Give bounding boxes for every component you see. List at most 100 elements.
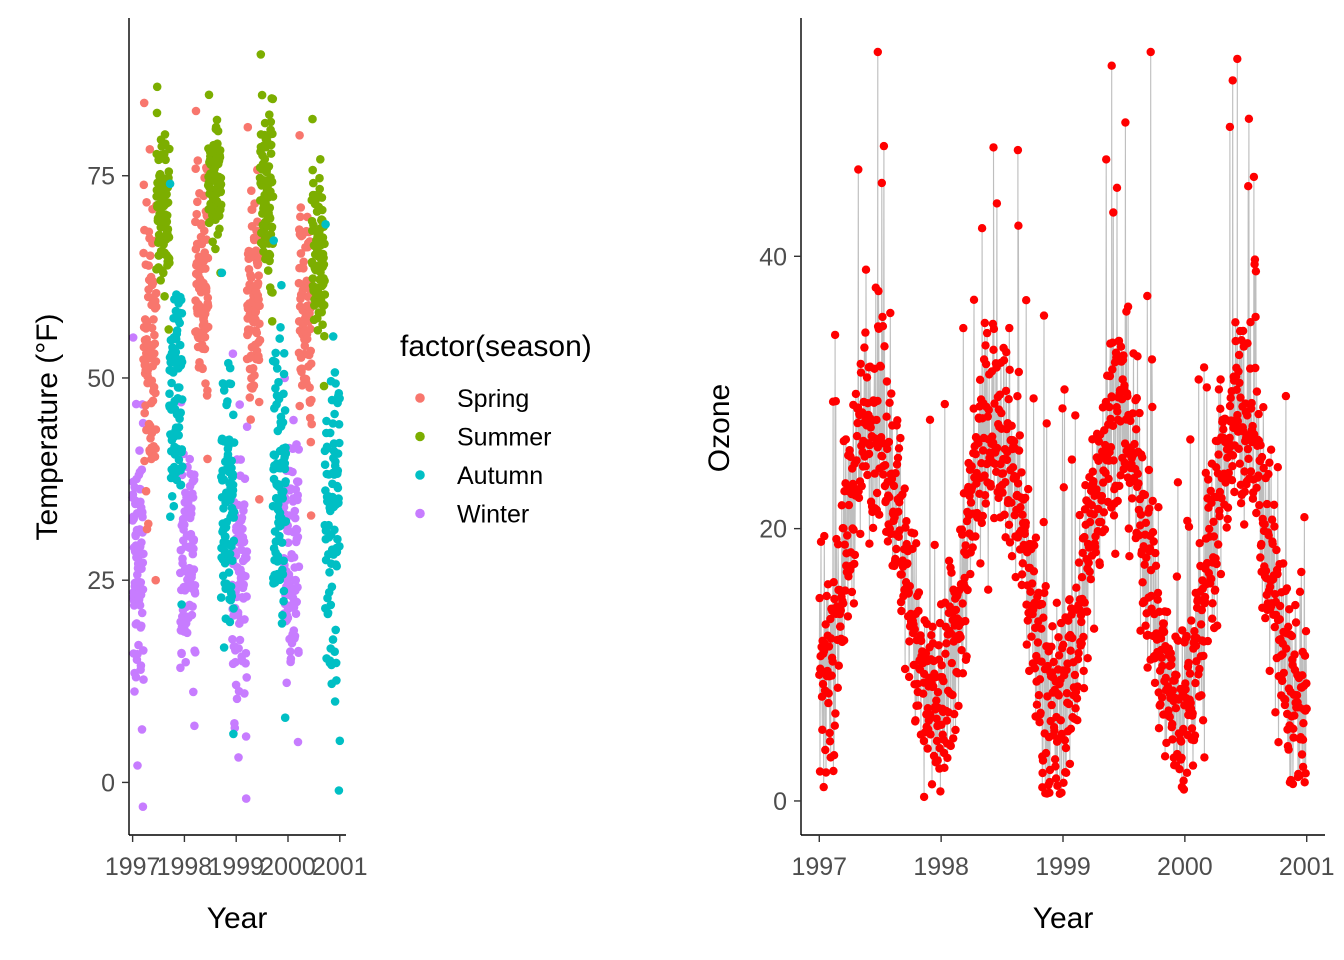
ozone-point — [1273, 463, 1283, 472]
temp-point-winter — [137, 621, 146, 631]
temp-point-winter — [131, 399, 141, 409]
ozone-point — [909, 529, 919, 538]
ozone-point — [819, 782, 828, 792]
temp-point-winter — [138, 512, 147, 522]
temp-point-winter — [185, 454, 194, 464]
ozone-point — [1282, 584, 1292, 593]
temp-point-autumn — [279, 389, 288, 399]
ozone-point — [927, 631, 936, 640]
ozone-point — [1049, 657, 1058, 667]
ozone-point — [857, 481, 866, 491]
ozone-point — [856, 359, 865, 369]
ozone-point — [1004, 520, 1014, 529]
temp-point-winter — [190, 581, 200, 590]
ozone-point — [1213, 621, 1222, 630]
ozone-point — [1244, 182, 1253, 191]
ozone-point — [1289, 724, 1298, 733]
ozone-point — [825, 737, 835, 746]
ozone-point — [1302, 704, 1311, 713]
ozone-point — [1248, 494, 1258, 503]
ozone-point — [1156, 700, 1165, 709]
temp-point-spring — [144, 227, 154, 237]
ozone-point — [997, 408, 1006, 418]
ozone-point — [1008, 463, 1018, 472]
temp-point-winter — [293, 583, 302, 592]
temp-point-spring — [139, 180, 149, 190]
ozone-point — [932, 714, 941, 723]
ozone-point — [1085, 517, 1095, 527]
ozone-point — [1172, 671, 1181, 680]
temp-x-tick-label: 1997 — [105, 853, 161, 881]
ozone-point — [1275, 601, 1285, 611]
temp-point-winter — [294, 562, 304, 571]
ozone-point — [836, 606, 845, 615]
ozone-x-ticks: 1997 1998 1999 2000 2001 — [791, 835, 1335, 881]
ozone-point — [1297, 567, 1306, 577]
temp-point-summer — [317, 193, 327, 202]
legend-key-summer — [415, 431, 425, 442]
ozone-point — [1099, 508, 1109, 517]
ozone-point — [1054, 691, 1064, 700]
ozone-point — [1115, 481, 1124, 491]
temp-point-summer — [266, 140, 276, 150]
temp-point-autumn — [278, 494, 288, 503]
temp-point-winter — [234, 753, 243, 762]
ozone-point — [950, 709, 959, 719]
ozone-point — [1018, 510, 1027, 519]
ozone-point — [917, 636, 926, 646]
ozone-point — [1126, 416, 1135, 426]
temp-point-autumn — [166, 512, 175, 521]
ozone-point — [1188, 709, 1197, 718]
temp-point-autumn — [279, 586, 289, 596]
temp-point-spring — [150, 452, 160, 462]
ozone-point — [1075, 510, 1084, 520]
temp-point-winter — [188, 493, 198, 502]
ozone-point — [1147, 591, 1156, 601]
ozone-point — [1124, 524, 1134, 533]
ozone-point — [1094, 437, 1104, 446]
temp-point-autumn — [331, 658, 341, 668]
ozone-point — [1270, 522, 1279, 531]
ozone-point — [1077, 617, 1086, 627]
ozone-point — [836, 622, 845, 631]
temp-point-summer — [164, 325, 173, 334]
ozone-point — [1079, 684, 1089, 693]
ozone-point — [1219, 425, 1228, 434]
ozone-point — [1153, 588, 1163, 598]
ozone-point — [1014, 367, 1023, 377]
ozone-point — [1167, 654, 1176, 663]
ozone-point — [1157, 653, 1166, 662]
temp-x-tick-label: 1999 — [208, 853, 264, 881]
temp-point-summer — [309, 220, 318, 230]
ozone-point — [881, 461, 890, 470]
temp-point-winter — [181, 657, 190, 667]
ozone-point — [829, 578, 838, 587]
ozone-point — [1149, 537, 1158, 546]
ozone-point — [1133, 352, 1142, 361]
ozone-point — [1200, 592, 1210, 602]
temp-point-summer — [264, 162, 274, 171]
temp-point-autumn — [280, 713, 290, 722]
ozone-point — [1252, 483, 1261, 492]
temp-point-summer — [159, 268, 168, 278]
temp-point-spring — [148, 396, 158, 406]
ozone-point — [1066, 646, 1075, 655]
ozone-point — [1177, 737, 1186, 746]
temp-point-winter — [241, 732, 251, 741]
ozone-point — [1179, 724, 1188, 734]
temp-point-autumn — [165, 389, 174, 399]
ozone-point — [1023, 616, 1032, 625]
ozone-point — [861, 265, 871, 274]
ozone-point — [963, 585, 972, 595]
temp-point-autumn — [171, 347, 181, 357]
temp-point-spring — [254, 271, 263, 280]
temp-point-autumn — [280, 406, 290, 415]
temp-point-winter — [189, 565, 199, 574]
ozone-point — [939, 676, 948, 686]
temp-point-autumn — [330, 409, 339, 419]
temp-point-autumn — [165, 179, 175, 189]
ozone-point — [1013, 479, 1023, 488]
ozone-point — [821, 768, 831, 777]
temp-point-spring — [139, 98, 149, 108]
